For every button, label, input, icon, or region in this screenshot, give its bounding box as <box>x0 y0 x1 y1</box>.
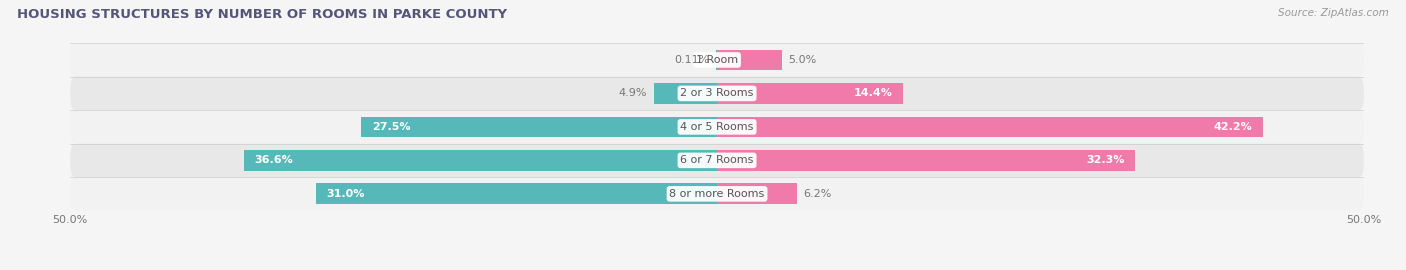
Text: 4.9%: 4.9% <box>619 88 647 99</box>
Legend: Owner-occupied, Renter-occupied: Owner-occupied, Renter-occupied <box>593 269 841 270</box>
Text: 42.2%: 42.2% <box>1213 122 1253 132</box>
Text: 8 or more Rooms: 8 or more Rooms <box>669 189 765 199</box>
FancyBboxPatch shape <box>70 77 1364 110</box>
Text: 32.3%: 32.3% <box>1087 155 1125 166</box>
FancyBboxPatch shape <box>70 144 1364 177</box>
Text: 0.11%: 0.11% <box>673 55 709 65</box>
Bar <box>361 117 717 137</box>
FancyBboxPatch shape <box>70 43 1364 77</box>
Text: 5.0%: 5.0% <box>789 55 817 65</box>
Text: 36.6%: 36.6% <box>254 155 292 166</box>
Text: 4 or 5 Rooms: 4 or 5 Rooms <box>681 122 754 132</box>
Bar <box>243 150 717 171</box>
Text: 2 or 3 Rooms: 2 or 3 Rooms <box>681 88 754 99</box>
Text: 6 or 7 Rooms: 6 or 7 Rooms <box>681 155 754 166</box>
Text: Source: ZipAtlas.com: Source: ZipAtlas.com <box>1278 8 1389 18</box>
Bar <box>717 184 797 204</box>
Bar <box>717 150 1135 171</box>
Bar <box>716 50 717 70</box>
FancyBboxPatch shape <box>70 110 1364 144</box>
Bar <box>316 184 717 204</box>
Text: 31.0%: 31.0% <box>326 189 364 199</box>
FancyBboxPatch shape <box>70 177 1364 211</box>
Bar <box>717 117 1263 137</box>
Text: 14.4%: 14.4% <box>853 88 893 99</box>
Text: 6.2%: 6.2% <box>804 189 832 199</box>
Bar <box>717 50 782 70</box>
Bar <box>654 83 717 104</box>
Text: 1 Room: 1 Room <box>696 55 738 65</box>
Bar <box>717 83 903 104</box>
Text: HOUSING STRUCTURES BY NUMBER OF ROOMS IN PARKE COUNTY: HOUSING STRUCTURES BY NUMBER OF ROOMS IN… <box>17 8 508 21</box>
Text: 27.5%: 27.5% <box>371 122 411 132</box>
